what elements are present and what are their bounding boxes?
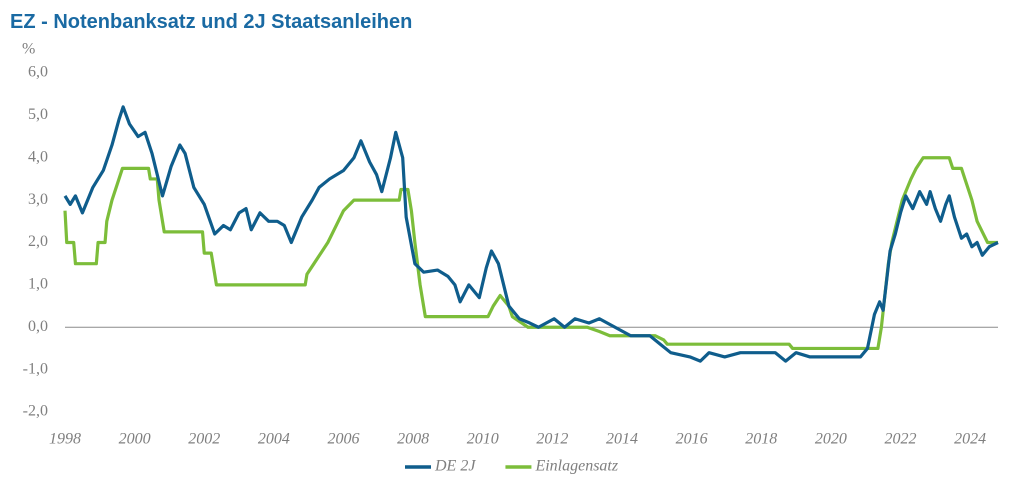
x-tick-label: 1998 bbox=[49, 431, 81, 448]
x-tick-label: 2018 bbox=[745, 431, 777, 448]
series-line bbox=[63, 156, 998, 351]
y-tick-label: 1,0 bbox=[28, 276, 48, 293]
x-tick-label: 2012 bbox=[536, 431, 568, 448]
x-tick-label: 2016 bbox=[676, 431, 708, 448]
x-tick-label: 2020 bbox=[815, 431, 847, 448]
chart-title: EZ - Notenbanksatz und 2J Staatsanleihen bbox=[10, 11, 412, 33]
series-line bbox=[63, 105, 999, 363]
y-tick-label: 5,0 bbox=[28, 106, 48, 123]
y-tick-label: 2,0 bbox=[28, 233, 48, 250]
legend-label: Einlagensatz bbox=[534, 458, 618, 475]
y-tick-label: -1,0 bbox=[23, 360, 48, 377]
x-tick-label: 2000 bbox=[119, 431, 151, 448]
x-tick-label: 2008 bbox=[397, 431, 429, 448]
legend-label: DE 2J bbox=[434, 458, 476, 475]
y-axis-label: % bbox=[22, 41, 35, 58]
x-tick-label: 2022 bbox=[885, 431, 917, 448]
y-tick-label: 4,0 bbox=[28, 148, 48, 165]
x-tick-label: 2002 bbox=[188, 431, 220, 448]
x-tick-label: 2024 bbox=[954, 431, 986, 448]
y-tick-label: 3,0 bbox=[28, 191, 48, 208]
y-tick-label: -2,0 bbox=[23, 403, 48, 420]
x-tick-label: 2006 bbox=[328, 431, 360, 448]
x-tick-label: 2004 bbox=[258, 431, 290, 448]
y-tick-label: 0,0 bbox=[28, 318, 48, 335]
y-tick-label: 6,0 bbox=[28, 64, 48, 81]
x-tick-label: 2010 bbox=[467, 431, 499, 448]
x-tick-label: 2014 bbox=[606, 431, 638, 448]
